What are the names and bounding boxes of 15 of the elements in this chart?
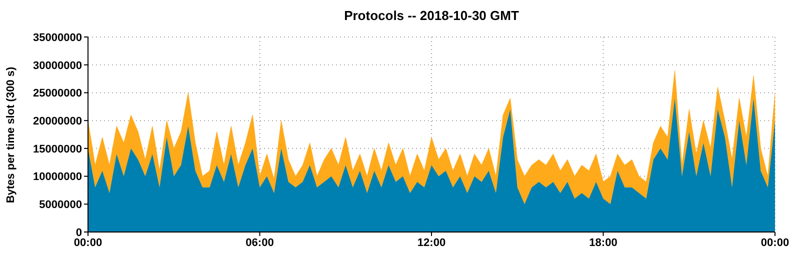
y-tick-label: 10000000 [33, 171, 82, 184]
y-tick-label: 35000000 [33, 32, 82, 44]
x-tick-label: 00:00 [760, 236, 790, 249]
y-tick-label: 5000000 [39, 199, 82, 212]
y-tick-label: 25000000 [33, 88, 82, 100]
x-tick-label: 18:00 [589, 236, 618, 249]
x-tick-label: 12:00 [417, 236, 446, 249]
y-tick-label: 15000000 [33, 143, 82, 156]
y-tick-label: 0 [76, 226, 82, 239]
y-axis-title: Bytes per time slot (300 s) [5, 66, 18, 206]
x-tick-label: 06:00 [246, 236, 274, 249]
y-tick-label: 20000000 [33, 115, 82, 128]
y-tick-label: 30000000 [33, 60, 82, 72]
x-tick-label: 00:00 [74, 236, 102, 249]
chart-title: Protocols -- 2018-10-30 GMT [343, 8, 520, 23]
